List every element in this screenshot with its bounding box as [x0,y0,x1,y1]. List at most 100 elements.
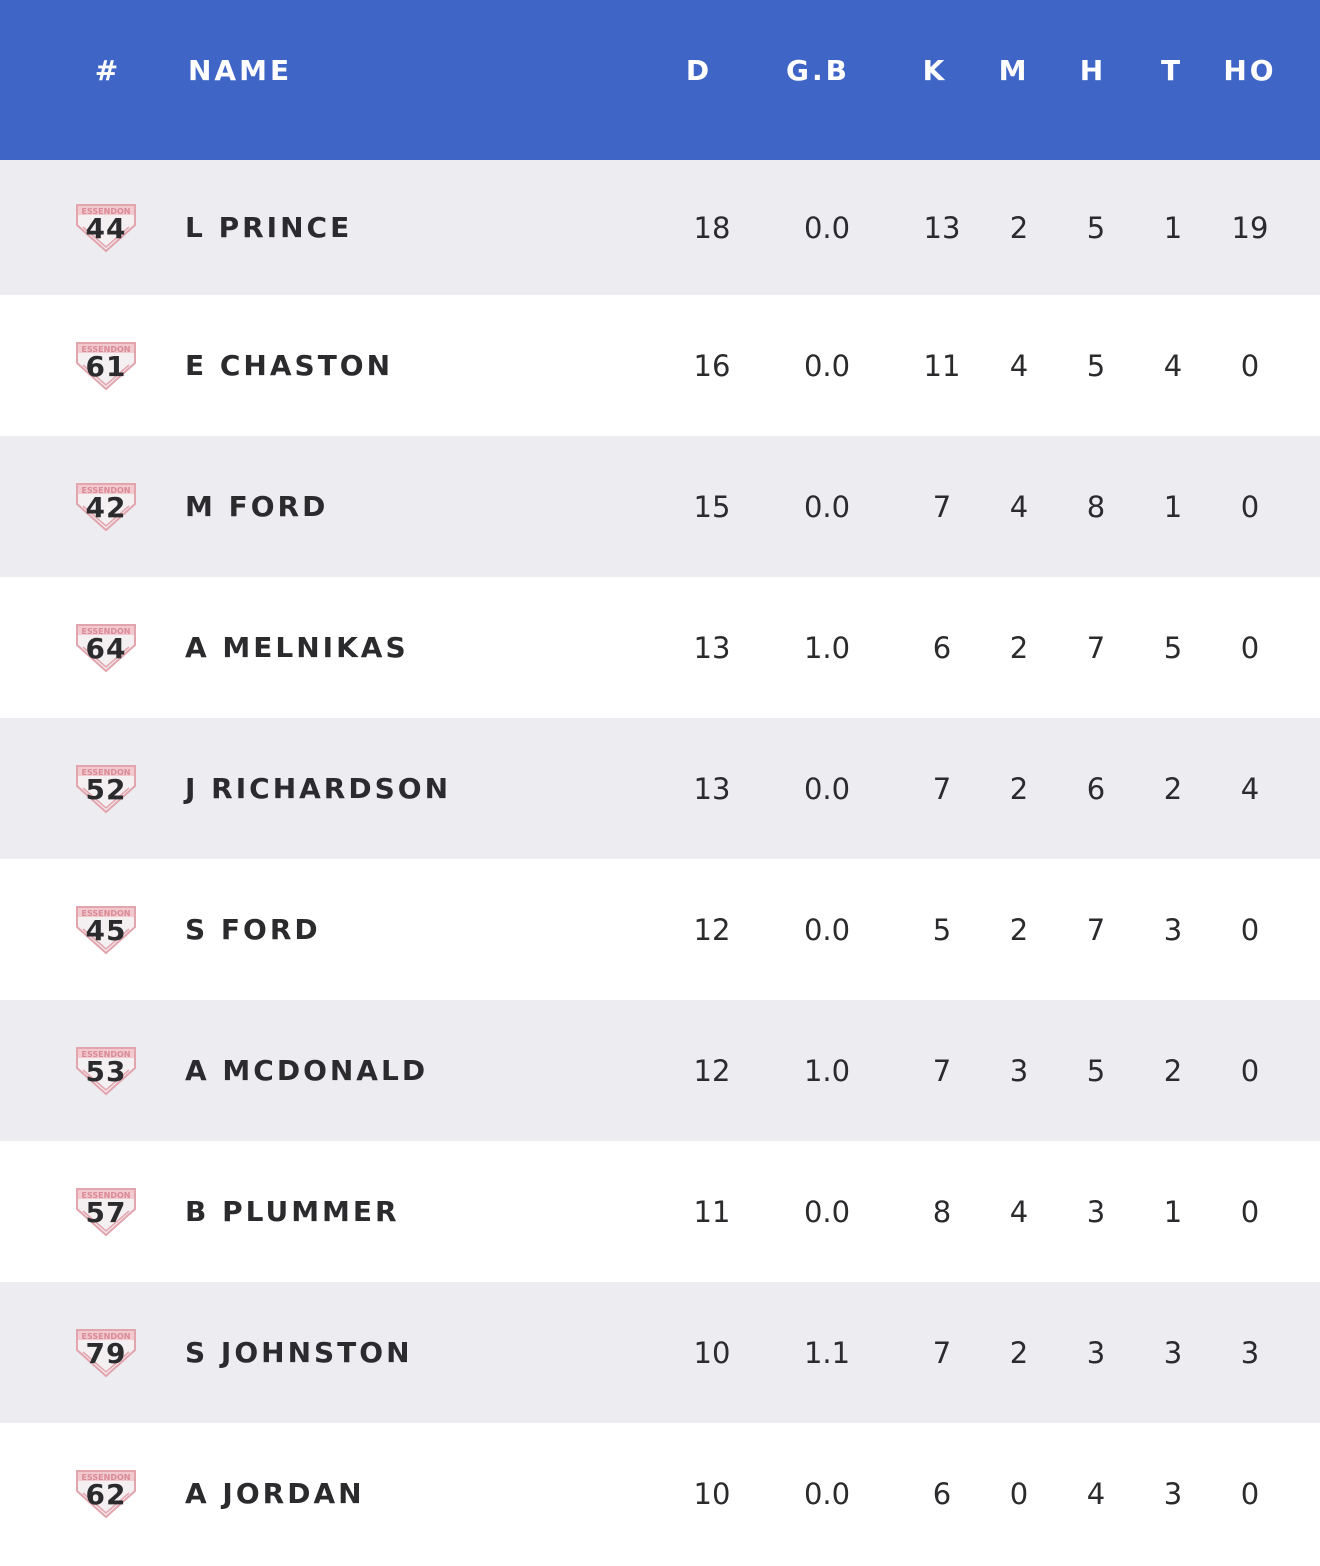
player-number-badge: ESSENDON 57 [75,1187,137,1237]
column-header-hitouts[interactable]: HO [1223,54,1277,87]
table-row[interactable]: ESSENDON 62 A JORDAN 10 0.0 6 0 4 3 0 [0,1423,1320,1564]
goals-behinds-cell: 1.1 [803,1335,851,1370]
handballs-cell: 7 [1086,630,1106,665]
player-number: 64 [85,631,127,665]
svg-text:ESSENDON: ESSENDON [82,207,131,216]
hitouts-cell: 0 [1240,630,1260,665]
player-number: 57 [85,1195,127,1229]
handballs-cell: 3 [1086,1335,1106,1370]
player-name[interactable]: J RICHARDSON [185,771,452,805]
disposals-cell: 13 [693,771,731,806]
club-jumper-icon: ESSENDON [76,1187,136,1236]
hitouts-cell: 0 [1240,1053,1260,1088]
goals-behinds-cell: 0.0 [803,1194,851,1229]
tackles-cell: 2 [1163,771,1183,806]
club-jumper-icon: ESSENDON [76,1328,136,1377]
column-header-disposals[interactable]: D [685,54,713,87]
disposals-cell: 11 [693,1194,731,1229]
player-name[interactable]: A MELNIKAS [185,630,409,664]
table-row[interactable]: ESSENDON 52 J RICHARDSON 13 0.0 7 2 6 2 4 [0,718,1320,859]
svg-text:ESSENDON: ESSENDON [82,1191,131,1200]
player-name[interactable]: S JOHNSTON [185,1335,413,1369]
marks-cell: 2 [1009,1335,1029,1370]
column-header-tackles[interactable]: T [1160,54,1184,87]
hitouts-cell: 0 [1240,1194,1260,1229]
table-row[interactable]: ESSENDON 79 S JOHNSTON 10 1.1 7 2 3 3 3 [0,1282,1320,1423]
column-header-marks[interactable]: M [998,54,1030,87]
goals-behinds-cell: 0.0 [803,771,851,806]
player-number: 44 [85,211,127,245]
player-name[interactable]: A JORDAN [185,1476,365,1510]
marks-cell: 0 [1009,1476,1029,1511]
player-number-badge: ESSENDON 45 [75,905,137,955]
hitouts-cell: 0 [1240,912,1260,947]
player-number: 53 [85,1054,127,1088]
table-row[interactable]: ESSENDON 57 B PLUMMER 11 0.0 8 4 3 1 0 [0,1141,1320,1282]
svg-text:ESSENDON: ESSENDON [82,345,131,354]
svg-text:ESSENDON: ESSENDON [82,486,131,495]
column-header-kicks[interactable]: K [922,54,948,87]
column-header-name[interactable]: NAME [188,54,293,87]
column-header-number[interactable]: # [94,54,122,87]
column-header-goals-behinds[interactable]: G.B [786,54,850,87]
svg-text:ESSENDON: ESSENDON [82,909,131,918]
goals-behinds-cell: 1.0 [803,630,851,665]
tackles-cell: 3 [1163,912,1183,947]
player-number-badge: ESSENDON 64 [75,623,137,673]
kicks-cell: 13 [923,210,961,245]
table-row[interactable]: ESSENDON 61 E CHASTON 16 0.0 11 4 5 4 0 [0,295,1320,436]
marks-cell: 2 [1009,210,1029,245]
hitouts-cell: 0 [1240,1476,1260,1511]
kicks-cell: 6 [932,630,952,665]
marks-cell: 4 [1009,1194,1029,1229]
handballs-cell: 5 [1086,348,1106,383]
disposals-cell: 12 [693,1053,731,1088]
kicks-cell: 6 [932,1476,952,1511]
player-number: 61 [85,349,127,383]
goals-behinds-cell: 0.0 [803,348,851,383]
player-name[interactable]: A MCDONALD [185,1053,429,1087]
goals-behinds-cell: 0.0 [803,489,851,524]
player-name[interactable]: B PLUMMER [185,1194,400,1228]
club-jumper-icon: ESSENDON [76,203,136,252]
handballs-cell: 6 [1086,771,1106,806]
tackles-cell: 3 [1163,1335,1183,1370]
marks-cell: 4 [1009,348,1029,383]
player-number-badge: ESSENDON 42 [75,482,137,532]
tackles-cell: 3 [1163,1476,1183,1511]
player-name[interactable]: S FORD [185,912,321,946]
table-header: # NAME D G.B K M H T HO [0,0,1320,160]
table-row[interactable]: ESSENDON 53 A MCDONALD 12 1.0 7 3 5 2 0 [0,1000,1320,1141]
tackles-cell: 1 [1163,489,1183,524]
club-jumper-icon: ESSENDON [76,764,136,813]
svg-text:ESSENDON: ESSENDON [82,768,131,777]
player-number: 79 [85,1336,127,1370]
tackles-cell: 5 [1163,630,1183,665]
svg-text:ESSENDON: ESSENDON [82,627,131,636]
table-row[interactable]: ESSENDON 45 S FORD 12 0.0 5 2 7 3 0 [0,859,1320,1000]
club-jumper-icon: ESSENDON [76,1046,136,1095]
disposals-cell: 18 [693,210,731,245]
club-jumper-icon: ESSENDON [76,623,136,672]
table-row[interactable]: ESSENDON 44 L PRINCE 18 0.0 13 2 5 1 19 [0,160,1320,295]
kicks-cell: 5 [932,912,952,947]
hitouts-cell: 0 [1240,348,1260,383]
player-name[interactable]: L PRINCE [185,210,353,244]
hitouts-cell: 3 [1240,1335,1260,1370]
disposals-cell: 15 [693,489,731,524]
disposals-cell: 12 [693,912,731,947]
table-row[interactable]: ESSENDON 42 M FORD 15 0.0 7 4 8 1 0 [0,436,1320,577]
club-jumper-icon: ESSENDON [76,482,136,531]
hitouts-cell: 0 [1240,489,1260,524]
player-name[interactable]: E CHASTON [185,348,394,382]
column-header-handballs[interactable]: H [1079,54,1107,87]
player-name[interactable]: M FORD [185,489,329,523]
table-row[interactable]: ESSENDON 64 A MELNIKAS 13 1.0 6 2 7 5 0 [0,577,1320,718]
hitouts-cell: 4 [1240,771,1260,806]
goals-behinds-cell: 0.0 [803,1476,851,1511]
svg-text:ESSENDON: ESSENDON [82,1332,131,1341]
player-number: 52 [85,772,127,806]
player-number-badge: ESSENDON 52 [75,764,137,814]
disposals-cell: 16 [693,348,731,383]
